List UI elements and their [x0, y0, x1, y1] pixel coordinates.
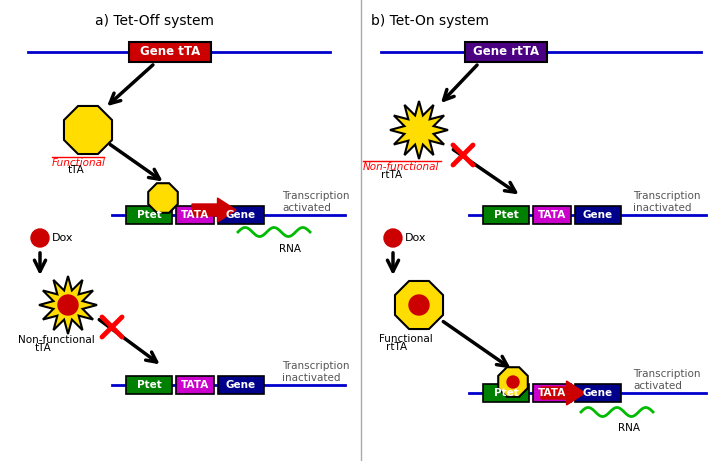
FancyBboxPatch shape: [575, 206, 621, 224]
FancyBboxPatch shape: [129, 42, 211, 62]
Text: Non-functional: Non-functional: [363, 162, 439, 172]
FancyBboxPatch shape: [483, 384, 529, 402]
Text: TATA: TATA: [538, 388, 566, 398]
Polygon shape: [149, 183, 178, 213]
Text: RNA: RNA: [279, 244, 301, 254]
Text: Transcription
activated: Transcription activated: [282, 191, 350, 213]
Text: Ptet: Ptet: [136, 210, 162, 220]
Text: Ptet: Ptet: [494, 388, 518, 398]
Text: TATA: TATA: [181, 380, 209, 390]
Text: b) Tet-On system: b) Tet-On system: [371, 14, 489, 28]
Text: Transcription
inactivated: Transcription inactivated: [282, 361, 350, 383]
Circle shape: [31, 229, 49, 247]
Polygon shape: [192, 198, 236, 222]
Text: Functional: Functional: [52, 158, 106, 168]
Circle shape: [384, 229, 402, 247]
Polygon shape: [64, 106, 112, 154]
Polygon shape: [395, 281, 443, 329]
FancyBboxPatch shape: [575, 384, 621, 402]
Text: Functional: Functional: [379, 334, 433, 344]
FancyBboxPatch shape: [533, 206, 571, 224]
Text: Gene: Gene: [583, 210, 613, 220]
Text: Gene: Gene: [226, 210, 256, 220]
Circle shape: [409, 295, 429, 315]
Text: rtTA: rtTA: [386, 342, 407, 352]
Text: Dox: Dox: [405, 233, 427, 243]
Text: TATA: TATA: [181, 210, 209, 220]
Text: Gene: Gene: [583, 388, 613, 398]
FancyBboxPatch shape: [176, 376, 214, 394]
Text: Non-functional: Non-functional: [18, 335, 94, 345]
Text: tTA: tTA: [68, 165, 85, 175]
Polygon shape: [541, 381, 585, 405]
Polygon shape: [39, 276, 97, 334]
Text: TATA: TATA: [538, 210, 566, 220]
Text: Ptet: Ptet: [136, 380, 162, 390]
Text: a) Tet-Off system: a) Tet-Off system: [95, 14, 214, 28]
Text: Gene: Gene: [226, 380, 256, 390]
Polygon shape: [390, 101, 448, 159]
FancyBboxPatch shape: [218, 376, 264, 394]
Text: tTA: tTA: [35, 343, 52, 353]
FancyBboxPatch shape: [126, 206, 172, 224]
Text: Transcription
inactivated: Transcription inactivated: [633, 191, 701, 213]
FancyBboxPatch shape: [126, 376, 172, 394]
FancyBboxPatch shape: [465, 42, 547, 62]
Text: Gene tTA: Gene tTA: [140, 46, 200, 59]
FancyBboxPatch shape: [533, 384, 571, 402]
Text: RNA: RNA: [618, 423, 640, 433]
Polygon shape: [498, 367, 528, 397]
FancyBboxPatch shape: [483, 206, 529, 224]
FancyBboxPatch shape: [176, 206, 214, 224]
Text: Transcription
activated: Transcription activated: [633, 369, 701, 391]
Circle shape: [507, 376, 519, 388]
Text: Gene rtTA: Gene rtTA: [473, 46, 539, 59]
Text: Ptet: Ptet: [494, 210, 518, 220]
Text: Dox: Dox: [52, 233, 74, 243]
FancyBboxPatch shape: [218, 206, 264, 224]
Text: rtTA: rtTA: [381, 170, 402, 180]
Circle shape: [58, 295, 78, 315]
